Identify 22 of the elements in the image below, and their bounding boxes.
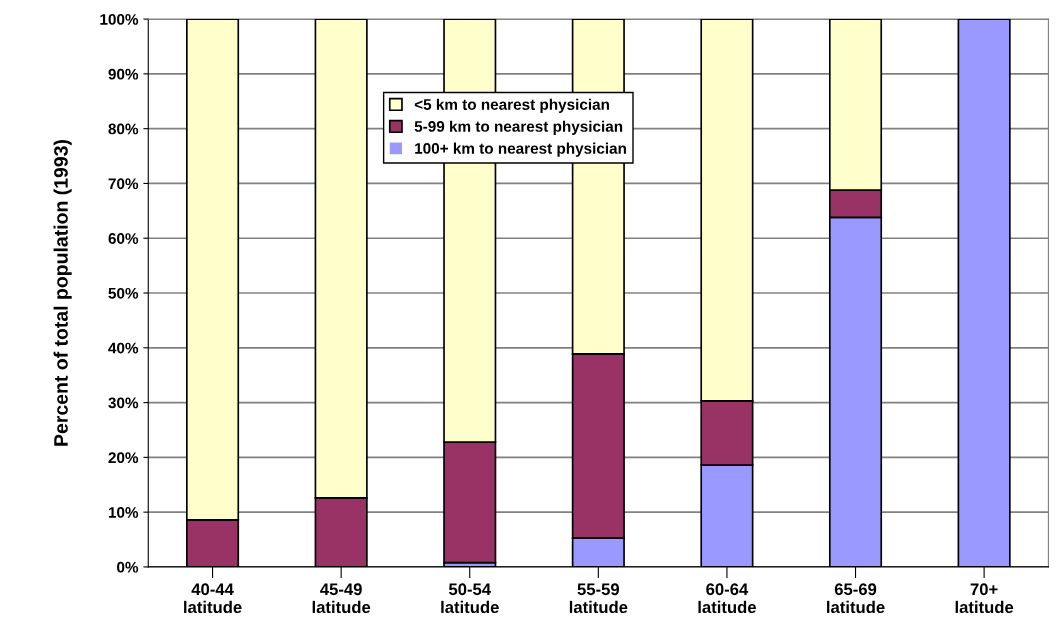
y-tick-label: 40% xyxy=(108,342,139,354)
y-tick-label: 20% xyxy=(108,452,139,464)
legend-label: 100+ km to nearest physician xyxy=(415,142,626,157)
x-tick-label: 60-64 latitude xyxy=(698,583,756,614)
x-tick-label: 45-49 latitude xyxy=(312,583,371,614)
legend-label: 5-99 km to nearest physician xyxy=(414,120,623,135)
y-tick-label: 80% xyxy=(108,123,139,135)
y-tick-label: 90% xyxy=(108,68,139,80)
legend-label: <5 km to nearest physician xyxy=(414,98,609,113)
x-tick-label: 70+ latitude xyxy=(955,583,1014,614)
y-axis-title: Percent of total population (1993) xyxy=(53,140,72,446)
x-tick-label: 50-54 latitude xyxy=(441,583,499,614)
x-tick-label: 65-69 latitude xyxy=(827,583,885,614)
y-tick-label: 100% xyxy=(100,13,139,25)
y-tick-label: 60% xyxy=(108,233,139,244)
y-tick-label: 70% xyxy=(108,178,139,190)
x-tick-label: 55-59 latitude xyxy=(569,583,628,614)
y-tick-label: 0% xyxy=(117,561,139,573)
y-tick-label: 50% xyxy=(108,287,139,299)
y-tick-label: 30% xyxy=(108,397,139,409)
x-tick-label: 40-44 latitude xyxy=(184,583,242,614)
y-tick-label: 10% xyxy=(108,507,139,518)
